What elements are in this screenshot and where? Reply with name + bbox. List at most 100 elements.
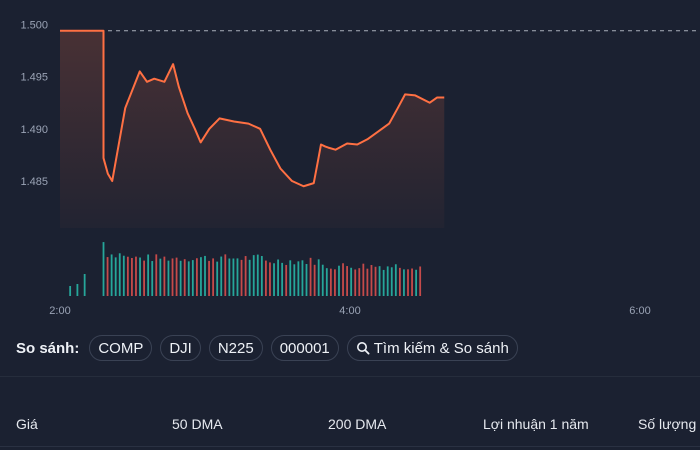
y-tick-label: 1.490 <box>20 124 48 136</box>
volume-bar <box>167 260 170 296</box>
volume-bar <box>76 284 79 296</box>
volume-bar <box>358 268 361 296</box>
volume-bar <box>212 258 215 296</box>
volume-bar <box>370 265 373 296</box>
price-line <box>60 29 445 188</box>
volume-bar <box>301 260 304 296</box>
compare-chip-label: DJI <box>169 339 192 357</box>
volume-bar <box>350 267 353 296</box>
compare-chip-dji[interactable]: DJI <box>160 335 201 361</box>
volume-bar <box>187 261 190 296</box>
volume-bar <box>419 266 422 296</box>
stats-header-price: Giá <box>16 416 38 432</box>
y-tick-label: 1.500 <box>20 19 48 31</box>
volume-bar <box>155 254 158 296</box>
volume-bar <box>321 264 324 296</box>
price-area <box>60 30 445 228</box>
volume-bar <box>366 268 369 296</box>
stats-header-volume: Số lượng <box>638 416 697 432</box>
y-tick-label: 1.495 <box>20 72 48 84</box>
volume-bar <box>260 256 263 296</box>
compare-chip-comp[interactable]: COMP <box>89 335 153 361</box>
volume-bar <box>378 266 381 296</box>
volume-bar <box>244 256 247 296</box>
stats-header-1y-return: Lợi nhuận 1 năm <box>483 416 589 432</box>
volume-bar <box>317 259 320 296</box>
volume-bar <box>334 269 336 296</box>
volume-bar <box>394 264 397 296</box>
x-tick-label: 4:00 <box>339 305 360 317</box>
compare-chip-000001[interactable]: 000001 <box>270 335 339 361</box>
volume-bar <box>407 269 409 296</box>
volume-bar <box>195 258 198 296</box>
volume-bar <box>220 256 223 296</box>
compare-bar: So sánh: COMP DJI N225 000001 Tìm kiếm &… <box>16 334 518 362</box>
volume-bar <box>163 256 166 296</box>
volume-bar <box>305 263 308 296</box>
volume-bar <box>171 258 174 296</box>
volume-bar <box>390 267 393 296</box>
volume-bar <box>346 266 348 296</box>
volume-bar <box>131 258 133 296</box>
compare-label: So sánh: <box>16 339 80 357</box>
stats-header-200dma: 200 DMA <box>328 416 387 432</box>
volume-bar <box>281 262 284 296</box>
compare-chip-label: 000001 <box>279 339 330 357</box>
volume-bar <box>415 269 418 296</box>
price-chart[interactable]: 1.500 1.495 1.490 1.485 2:00 4:00 6:00 <box>0 0 700 320</box>
price-chart-svg: 1.500 1.495 1.490 1.485 2:00 4:00 6:00 <box>20 19 700 317</box>
volume-bar <box>200 257 202 296</box>
volume-bar <box>216 261 219 296</box>
volume-bar <box>83 274 86 296</box>
x-tick-label: 2:00 <box>49 305 70 317</box>
volume-bar <box>208 260 210 296</box>
volume-bar <box>147 254 150 296</box>
volume-bar <box>309 257 312 296</box>
x-tick-label: 6:00 <box>629 305 650 317</box>
volume-bar <box>374 266 377 296</box>
search-compare-button[interactable]: Tìm kiếm & So sánh <box>346 335 518 361</box>
compare-chip-label: COMP <box>98 339 144 357</box>
volume-bar <box>102 242 105 296</box>
volume-bar <box>126 256 129 296</box>
volume-bar <box>224 254 227 296</box>
volume-bar <box>325 268 328 296</box>
volume-bar <box>159 258 162 296</box>
volume-bar <box>411 268 413 296</box>
volume-bar <box>342 263 344 296</box>
volume-bar <box>139 257 141 296</box>
stats-header-row: Giá 50 DMA 200 DMA Lợi nhuận 1 năm Số lư… <box>0 400 700 446</box>
volume-bar <box>240 259 243 296</box>
volume-bar <box>293 264 296 296</box>
volume-bar <box>248 259 251 296</box>
volume-bar <box>204 255 206 296</box>
volume-bar <box>297 261 300 296</box>
volume-bar <box>135 256 137 296</box>
volume-bar <box>382 269 385 296</box>
volume-bar <box>183 259 186 296</box>
volume-bar <box>191 260 194 296</box>
stats-header-50dma: 50 DMA <box>172 416 223 432</box>
volume-bar <box>175 257 178 296</box>
search-icon <box>356 342 370 355</box>
volume-bar <box>338 265 340 296</box>
volume-bar <box>114 257 117 296</box>
volume-bar <box>69 286 72 296</box>
compare-chip-label: N225 <box>217 339 254 357</box>
volume-bar <box>151 261 154 296</box>
volume-bar <box>179 260 182 296</box>
compare-chip-n225[interactable]: N225 <box>208 335 263 361</box>
volume-bar <box>285 264 288 296</box>
volume-bar <box>122 255 125 296</box>
volume-bar <box>256 254 259 296</box>
volume-bar <box>398 267 401 296</box>
volume-bar <box>269 262 271 296</box>
section-divider <box>0 376 700 377</box>
volume-bar <box>362 263 365 296</box>
volume-bar <box>354 269 357 296</box>
volume-bar <box>313 264 316 296</box>
volume-bar <box>277 259 279 296</box>
volume-bar <box>232 258 235 296</box>
volume-bar <box>329 268 332 296</box>
volume-bar <box>289 260 292 296</box>
